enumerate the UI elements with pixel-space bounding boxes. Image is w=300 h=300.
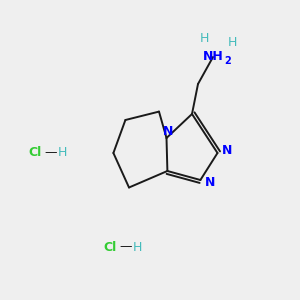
Text: H: H (133, 241, 142, 254)
Text: N: N (205, 176, 215, 189)
Text: N: N (163, 125, 173, 139)
Text: NH: NH (202, 50, 224, 64)
Text: N: N (222, 144, 232, 157)
Text: —: — (119, 240, 132, 253)
Text: H: H (58, 146, 67, 160)
Text: H: H (228, 35, 237, 49)
Text: Cl: Cl (103, 241, 117, 254)
Text: 2: 2 (224, 56, 231, 66)
Text: H: H (200, 32, 209, 46)
Text: Cl: Cl (28, 146, 42, 160)
Text: —: — (44, 146, 57, 159)
